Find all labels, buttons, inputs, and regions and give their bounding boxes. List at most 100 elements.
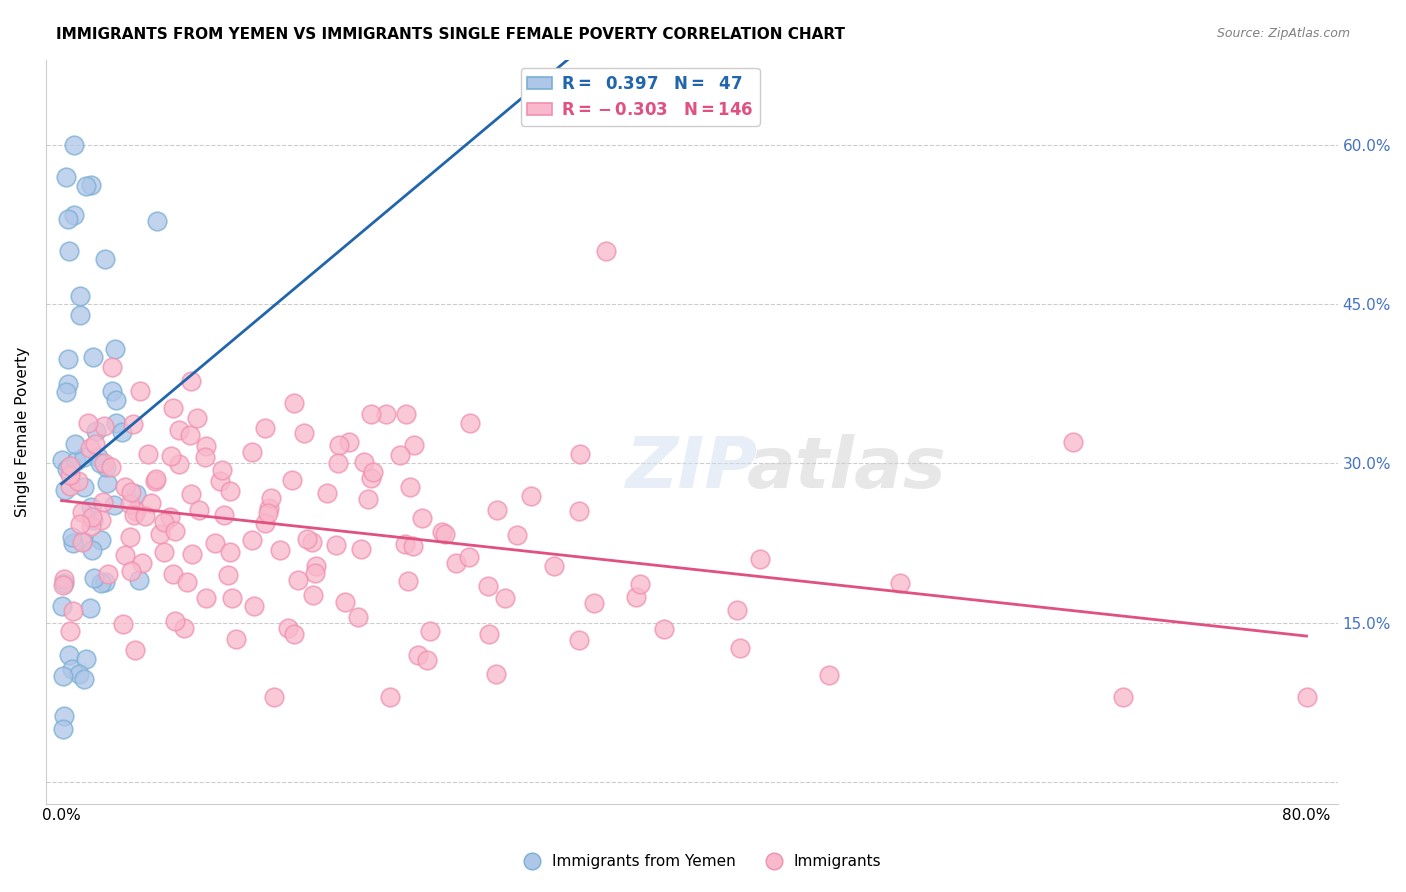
Immigrants from Yemen: [72, 534, 94, 549]
Immigrants: [180, 487, 202, 501]
Legend: $\mathbf{R =  \ \ 0.397 \quad N = \ \ 47}$, $\mathbf{R = -0.303 \quad N = 146}$: $\mathbf{R = \ \ 0.397 \quad N = \ \ 47}…: [520, 68, 759, 126]
Immigrants: [59, 479, 82, 493]
Immigrants from Yemen: [80, 178, 103, 193]
Immigrants from Yemen: [79, 600, 101, 615]
Text: IMMIGRANTS FROM YEMEN VS IMMIGRANTS SINGLE FEMALE POVERTY CORRELATION CHART: IMMIGRANTS FROM YEMEN VS IMMIGRANTS SING…: [56, 27, 845, 42]
Immigrants: [173, 621, 195, 635]
Immigrants from Yemen: [94, 459, 117, 474]
Immigrants from Yemen: [75, 179, 97, 194]
Immigrants: [353, 455, 375, 469]
Immigrants: [143, 474, 166, 488]
Immigrants: [380, 690, 402, 705]
Immigrants: [69, 517, 91, 532]
Immigrants from Yemen: [128, 573, 150, 587]
Immigrants: [243, 599, 266, 614]
Immigrants from Yemen: [63, 437, 86, 451]
Immigrants: [624, 590, 647, 604]
Immigrants: [96, 567, 118, 582]
Immigrants: [269, 542, 291, 557]
Immigrants: [394, 537, 416, 551]
Immigrants from Yemen: [86, 424, 108, 438]
Immigrants: [145, 472, 167, 486]
Immigrants: [212, 508, 235, 522]
Immigrants from Yemen: [94, 252, 117, 267]
Immigrants: [569, 447, 592, 461]
Immigrants: [416, 653, 439, 667]
Immigrants: [134, 508, 156, 523]
Immigrants: [186, 411, 208, 425]
Text: atlas: atlas: [747, 434, 946, 503]
Immigrants: [66, 474, 89, 488]
Immigrants from Yemen: [105, 392, 128, 407]
Immigrants: [818, 668, 841, 682]
Immigrants: [419, 624, 441, 638]
Immigrants from Yemen: [83, 571, 105, 585]
Immigrants from Yemen: [105, 416, 128, 430]
Immigrants: [114, 480, 136, 494]
Immigrants: [434, 527, 457, 541]
Immigrants from Yemen: [90, 533, 112, 547]
Immigrants: [167, 457, 190, 471]
Immigrants: [395, 407, 418, 421]
Immigrants from Yemen: [60, 662, 83, 676]
Immigrants: [316, 486, 339, 500]
Immigrants from Yemen: [58, 352, 80, 367]
Immigrants: [204, 536, 226, 550]
Immigrants: [180, 374, 202, 388]
Immigrants: [217, 567, 239, 582]
Immigrants: [149, 526, 172, 541]
Immigrants: [152, 545, 174, 559]
Immigrants: [181, 548, 204, 562]
Immigrants: [83, 437, 105, 451]
Immigrants from Yemen: [58, 648, 80, 662]
Immigrants: [582, 596, 605, 610]
Immigrants: [194, 450, 217, 464]
Immigrants from Yemen: [69, 308, 91, 322]
Immigrants: [93, 418, 115, 433]
Immigrants: [59, 458, 82, 473]
Immigrants from Yemen: [82, 513, 104, 527]
Immigrants from Yemen: [69, 289, 91, 303]
Immigrants: [520, 489, 543, 503]
Immigrants: [725, 602, 748, 616]
Immigrants: [124, 642, 146, 657]
Immigrants: [167, 424, 190, 438]
Immigrants from Yemen: [80, 500, 103, 515]
Immigrants: [402, 438, 425, 452]
Immigrants from Yemen: [62, 529, 84, 543]
Immigrants: [59, 624, 82, 638]
Immigrants: [195, 591, 218, 605]
Immigrants: [118, 530, 141, 544]
Immigrants from Yemen: [52, 723, 75, 737]
Immigrants: [80, 510, 103, 524]
Immigrants: [396, 574, 419, 589]
Immigrants: [357, 492, 380, 507]
Immigrants: [111, 617, 134, 632]
Immigrants from Yemen: [58, 244, 80, 258]
Immigrants: [218, 545, 240, 559]
Y-axis label: Single Female Poverty: Single Female Poverty: [15, 346, 30, 516]
Immigrants from Yemen: [55, 169, 77, 184]
Immigrants: [292, 425, 315, 440]
Immigrants from Yemen: [67, 667, 90, 681]
Immigrants: [257, 501, 280, 516]
Immigrants: [326, 456, 349, 470]
Immigrants: [350, 541, 373, 556]
Immigrants from Yemen: [65, 454, 87, 468]
Immigrants: [131, 556, 153, 570]
Immigrants from Yemen: [104, 342, 127, 356]
Immigrants: [260, 491, 283, 506]
Immigrants: [77, 417, 100, 431]
Immigrants: [1295, 690, 1317, 705]
Immigrants: [568, 633, 591, 648]
Immigrants: [221, 591, 243, 605]
Immigrants: [139, 496, 162, 510]
Immigrants: [120, 485, 142, 500]
Immigrants from Yemen: [62, 536, 84, 550]
Immigrants from Yemen: [53, 576, 76, 591]
Immigrants: [406, 648, 429, 662]
Immigrants: [494, 591, 516, 606]
Immigrants from Yemen: [62, 208, 84, 222]
Immigrants: [163, 524, 186, 538]
Immigrants: [62, 604, 84, 618]
